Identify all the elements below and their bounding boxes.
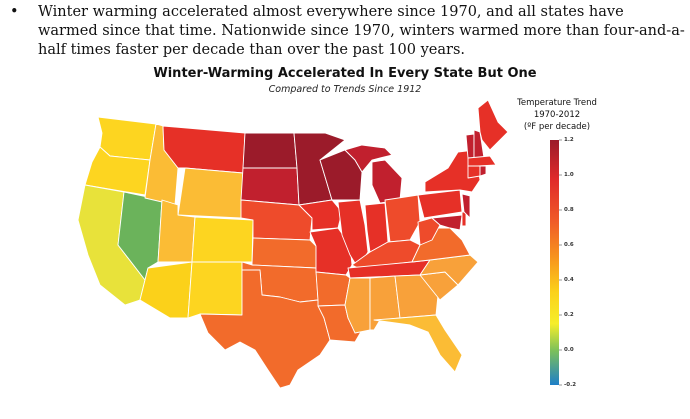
state-south-dakota [240,167,300,206]
figure-subtitle: Compared to Trends Since 1912 [268,84,422,95]
state-michigan-upper [344,144,393,173]
legend-colorbar [550,140,559,385]
state-texas [199,269,331,389]
figure-title: Winter-Warming Accelerated In Every Stat… [153,66,537,81]
state-michigan-lower [371,159,403,204]
legend-tick-label: 1.2 [564,137,574,143]
state-colorado [191,216,254,263]
bullet-marker: • [10,4,19,20]
state-kansas [251,237,317,269]
state-maine [477,99,509,151]
legend-tick-label: 0.8 [564,207,574,213]
state-arkansas [315,271,351,307]
state-ohio [384,194,421,243]
state-wyoming [177,167,244,219]
legend-title-line3: (ºF per decade) [523,122,591,132]
state-west-virginia [417,217,441,246]
state-florida [373,314,463,373]
state-delaware [461,211,467,227]
state-new-york [424,149,481,193]
state-new-jersey [461,193,471,219]
states-layer [77,99,509,389]
state-rhode-island [479,165,487,177]
state-maryland [431,214,463,231]
state-massachusetts [467,155,497,167]
state-georgia [394,274,439,319]
state-pennsylvania [417,189,463,219]
bullet-text: Winter warming accelerated almost everyw… [38,4,685,58]
state-connecticut [467,165,481,179]
bullet-paragraph: • Winter warming accelerated almost ever… [10,3,686,60]
legend-tick-label: 0.2 [564,312,574,318]
state-new-mexico [187,261,243,319]
legend-tick-label: 1.0 [564,172,574,178]
state-arizona [139,261,193,319]
legend-tick-label: 0.4 [564,277,574,283]
legend-tick-label: 0.0 [564,347,574,353]
legend-title-line2: 1970-2012 [533,110,581,120]
legend-tick-marks [559,139,562,386]
state-north-dakota [242,132,298,169]
legend-tick-label: 0.6 [564,242,574,248]
legend-tick-label: -0.2 [564,382,577,388]
legend-title-line1: Temperature Trend [517,98,597,108]
